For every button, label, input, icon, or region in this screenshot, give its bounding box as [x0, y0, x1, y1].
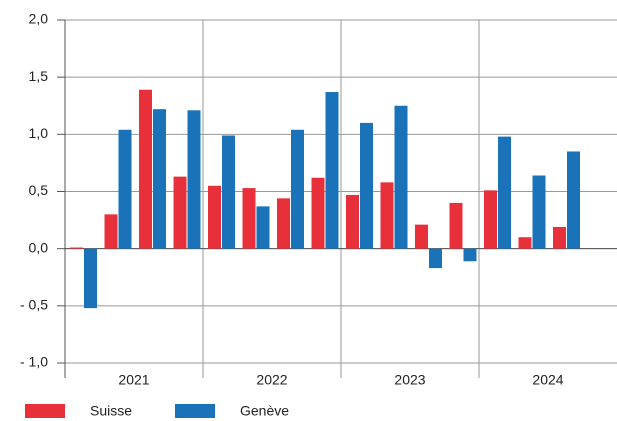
y-tick-label: 1,5: [29, 68, 49, 84]
bar: [118, 129, 132, 249]
bar: [153, 109, 166, 249]
bar: [208, 185, 221, 249]
bar: [325, 92, 339, 249]
bar: [277, 198, 290, 249]
bar: [380, 182, 394, 249]
bar: [429, 248, 442, 269]
bar: [311, 177, 325, 249]
bar: [291, 129, 304, 249]
y-tick-label: 0,5: [29, 182, 49, 198]
bar: [360, 122, 373, 249]
y-tick-label: - 0,5: [20, 297, 48, 313]
bar: [553, 226, 566, 249]
legend-swatch: [175, 404, 215, 418]
x-group-label: 2021: [118, 372, 149, 388]
bar: [484, 190, 497, 249]
legend-swatch: [25, 404, 65, 418]
y-tick-label: 2,0: [29, 11, 49, 27]
bar: [567, 151, 580, 249]
bar: [70, 247, 83, 249]
y-tick-label: 0,0: [29, 239, 49, 255]
x-group-label: 2024: [532, 372, 563, 388]
bar: [532, 175, 546, 249]
bar: [187, 110, 201, 249]
bar: [256, 206, 270, 249]
bar: [222, 135, 235, 249]
bar: [139, 89, 152, 249]
legend-label: Suisse: [90, 403, 132, 419]
bar: [84, 248, 97, 309]
bar: [104, 214, 118, 249]
bar: [518, 237, 532, 249]
bar: [173, 176, 187, 249]
x-group-label: 2023: [394, 372, 425, 388]
bar: [415, 224, 428, 249]
bar: [449, 202, 463, 249]
bar: [498, 136, 511, 249]
bar: [346, 194, 359, 249]
y-tick-label: - 1,0: [20, 354, 48, 370]
bar: [463, 248, 477, 262]
legend-label: Genève: [240, 403, 289, 419]
y-tick-label: 1,0: [29, 125, 49, 141]
bar: [394, 105, 408, 249]
bar: [242, 188, 256, 249]
x-group-label: 2022: [256, 372, 287, 388]
